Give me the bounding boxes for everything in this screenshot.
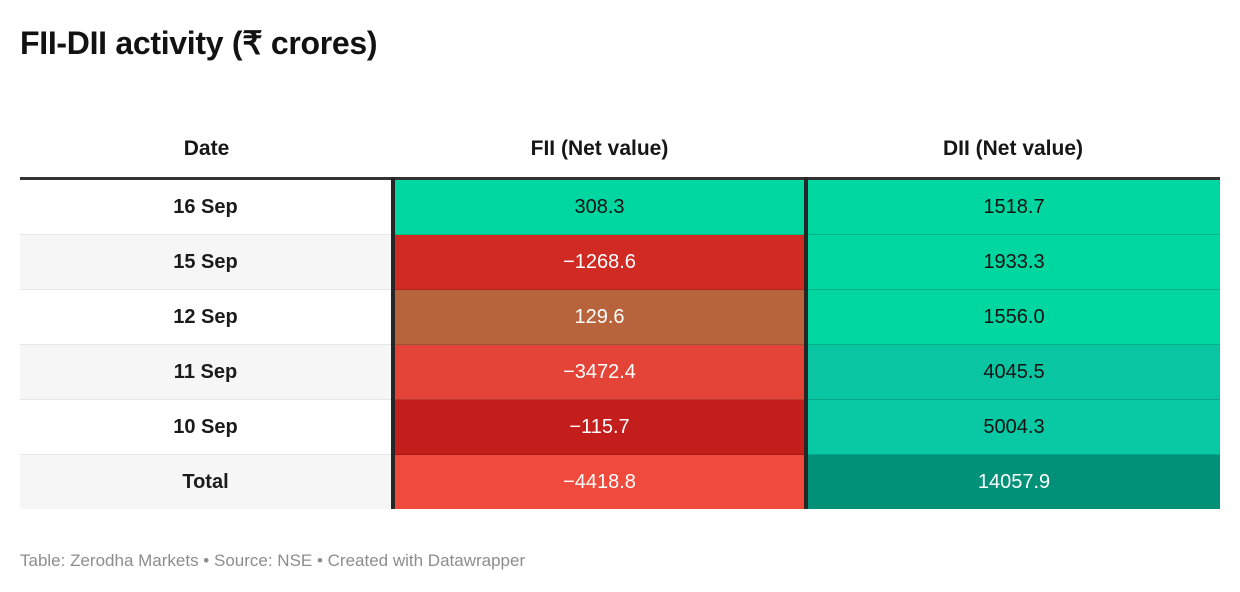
dii-value-cell: 1933.3 — [804, 234, 1220, 290]
column-header-fii: FII (Net value) — [393, 120, 806, 180]
date-cell: 15 Sep — [20, 234, 393, 290]
fii-value-cell: 308.3 — [391, 178, 806, 235]
dii-value-cell: 1518.7 — [804, 178, 1220, 235]
fii-value-cell: 129.6 — [391, 289, 806, 345]
date-cell: 16 Sep — [20, 178, 393, 235]
table-body: 16 Sep 308.3 1518.7 15 Sep −1268.6 1933.3 12 S… — [20, 178, 1220, 509]
header-row: Date FII (Net value) DII (Net value) — [20, 120, 1220, 180]
fii-value-cell: −115.7 — [391, 399, 806, 455]
table-row: 12 Sep 129.6 1556.0 — [20, 289, 1220, 345]
fii-value-cell: −1268.6 — [391, 234, 806, 290]
date-cell: 12 Sep — [20, 289, 393, 345]
table-row: 15 Sep −1268.6 1933.3 — [20, 234, 1220, 290]
table-row: 16 Sep 308.3 1518.7 — [20, 178, 1220, 235]
table-row: 11 Sep −3472.4 4045.5 — [20, 344, 1220, 400]
table-row: Total −4418.8 14057.9 — [20, 454, 1220, 509]
fii-value-cell: −4418.8 — [391, 454, 806, 509]
date-cell: Total — [20, 454, 393, 509]
dii-value-cell: 14057.9 — [804, 454, 1220, 509]
column-header-date: Date — [20, 120, 393, 180]
date-cell: 10 Sep — [20, 399, 393, 455]
dii-value-cell: 5004.3 — [804, 399, 1220, 455]
fii-dii-table: Date FII (Net value) DII (Net value) 16 … — [20, 120, 1220, 509]
fii-value-cell: −3472.4 — [391, 344, 806, 400]
date-cell: 11 Sep — [20, 344, 393, 400]
attribution-footer: Table: Zerodha Markets • Source: NSE • C… — [20, 551, 526, 570]
page-title: FII-DII activity (₹ crores) — [20, 25, 378, 61]
table-row: 10 Sep −115.7 5004.3 — [20, 399, 1220, 455]
column-header-dii: DII (Net value) — [806, 120, 1220, 180]
dii-value-cell: 4045.5 — [804, 344, 1220, 400]
dii-value-cell: 1556.0 — [804, 289, 1220, 345]
